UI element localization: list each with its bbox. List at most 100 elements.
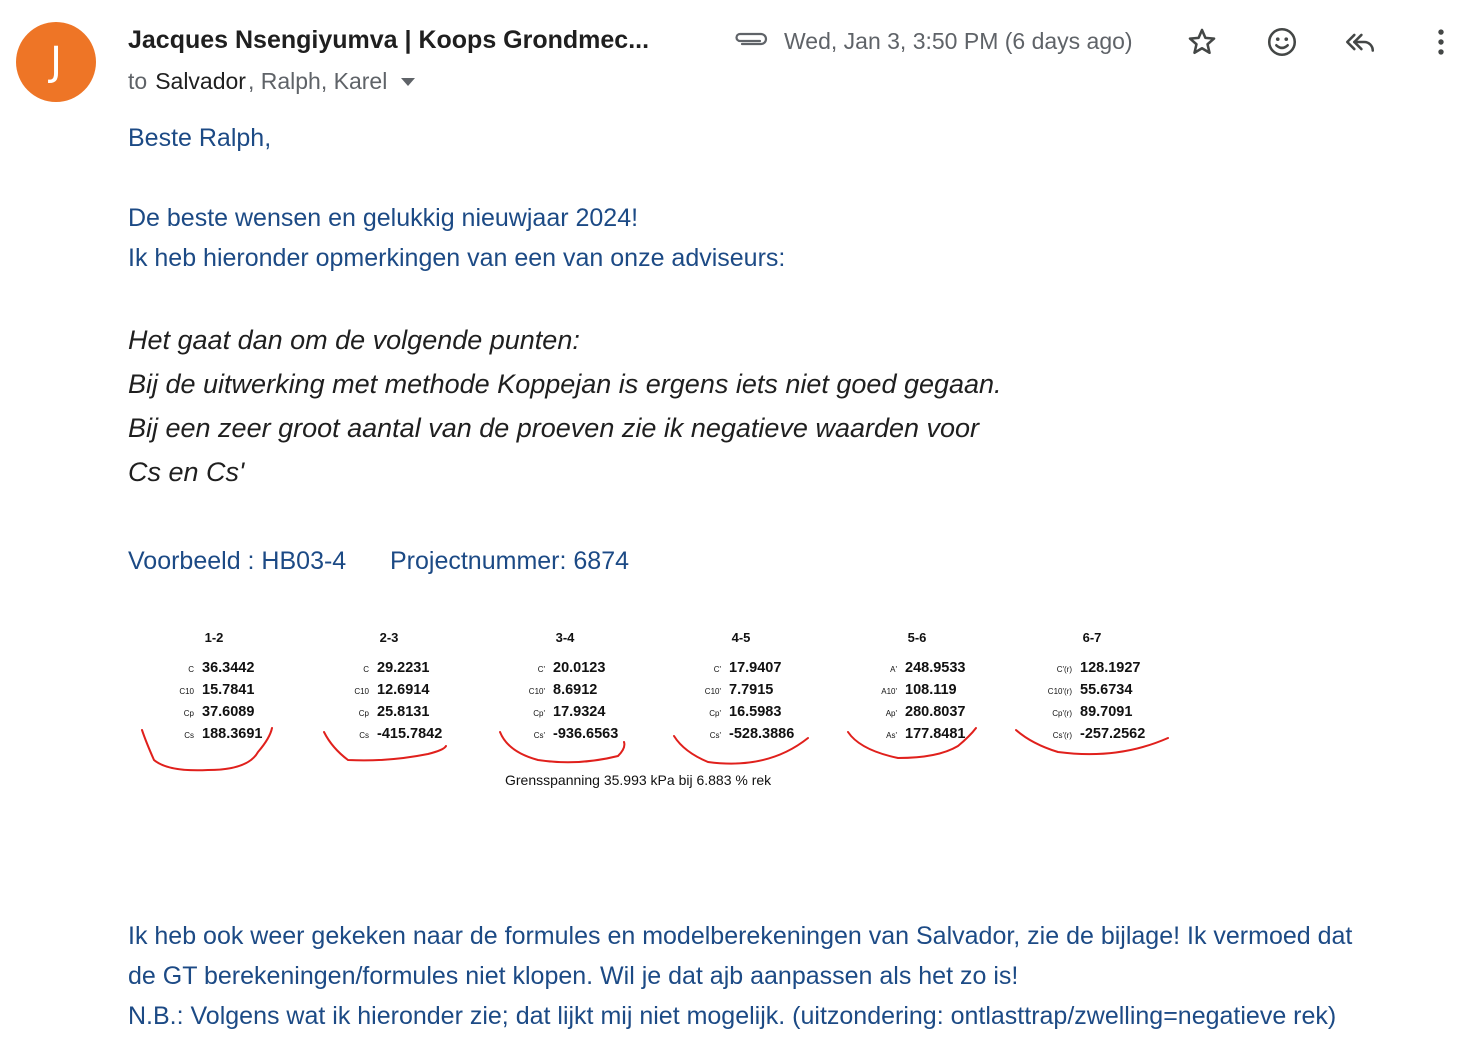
body-line-2: Ik heb hieronder opmerkingen van een van… — [128, 244, 786, 272]
results-row: C10 15.7841 — [144, 682, 284, 702]
results-row-label: C10 — [179, 687, 194, 696]
results-row-value: 37.6089 — [202, 704, 255, 720]
results-row: Cs'(r) -257.2562 — [1022, 726, 1162, 746]
results-row: Cp'(r) 89.7091 — [1022, 704, 1162, 724]
star-button[interactable] — [1182, 22, 1222, 62]
results-row-value: 15.7841 — [202, 682, 255, 698]
red-annotation-marks — [141, 727, 1169, 772]
results-row-label: Cs — [359, 731, 369, 740]
project-label: Projectnummer: 6874 — [390, 547, 630, 575]
results-row-value: -936.6563 — [553, 726, 619, 742]
results-row-label: Cp'(r) — [1052, 709, 1072, 718]
results-row: A' 248.9533 — [847, 660, 987, 680]
results-row-value: 20.0123 — [553, 660, 606, 676]
results-row-label: C — [188, 665, 194, 674]
results-row-value: 188.3691 — [202, 726, 263, 742]
results-row-label: Cs'(r) — [1052, 731, 1072, 740]
results-row-value: 17.9407 — [729, 660, 782, 676]
results-column-header: 2-3 — [379, 630, 399, 645]
results-row: C10'(r) 55.6734 — [1022, 682, 1162, 702]
results-row-value: 29.2231 — [377, 660, 430, 676]
results-row-label: Cp' — [709, 709, 721, 718]
results-row-label: C'(r) — [1056, 665, 1072, 674]
results-row: Cs' -528.3886 — [671, 726, 811, 746]
results-row-label: C10 — [354, 687, 369, 696]
results-row-label: A10' — [881, 687, 897, 696]
results-row-value: 89.7091 — [1080, 704, 1133, 720]
results-row: C10 12.6914 — [319, 682, 459, 702]
results-row: Cp' 16.5983 — [671, 704, 811, 724]
embedded-results-image: Grensspanning 35.993 kPa bij 6.883 % rek… — [128, 620, 1188, 800]
results-row-label: Cs — [184, 731, 194, 740]
results-row-label: C — [363, 665, 369, 674]
results-column-header: 3-4 — [555, 630, 575, 645]
results-row-value: 55.6734 — [1080, 682, 1133, 698]
results-column-header: 4-5 — [731, 630, 751, 645]
results-row-label: C10' — [528, 687, 545, 696]
results-row: Cs -415.7842 — [319, 726, 459, 746]
example-label: Voorbeeld : HB03-4 — [128, 547, 347, 575]
results-row-value: 128.1927 — [1080, 660, 1141, 676]
results-row-value: 16.5983 — [729, 704, 782, 720]
attachment-icon — [735, 32, 768, 46]
message-date: Wed, Jan 3, 3:50 PM (6 days ago) — [784, 28, 1133, 54]
reply-all-button[interactable] — [1340, 22, 1380, 62]
recipient-rest: , Ralph, Karel — [247, 68, 388, 94]
recipients-line[interactable]: to Salvador , Ralph, Karel — [128, 68, 416, 95]
results-row-value: -528.3886 — [729, 726, 795, 742]
results-row: Cs' -936.6563 — [495, 726, 635, 746]
paragraph-line-1: Ik heb ook weer gekeken naar de formules… — [128, 922, 1353, 950]
results-row-label: Cs' — [709, 731, 721, 740]
results-row: Cp 37.6089 — [144, 704, 284, 724]
reply-all-icon — [1345, 33, 1375, 52]
greeting: Beste Ralph, — [128, 124, 272, 152]
results-row-value: 8.6912 — [553, 682, 598, 698]
results-row-label: Cs' — [533, 731, 545, 740]
results-row: A10' 108.119 — [847, 682, 987, 702]
results-row: C 29.2231 — [319, 660, 459, 680]
results-column-header: 5-6 — [907, 630, 927, 645]
results-row: Ap' 280.8037 — [847, 704, 987, 724]
paragraph-line-2: de GT berekeningen/formules niet klopen.… — [128, 962, 1019, 990]
quote-line-2: Bij de uitwerking met methode Koppejan i… — [128, 369, 1002, 399]
star-icon — [1188, 28, 1216, 55]
results-row: As' 177.8481 — [847, 726, 987, 746]
results-row-label: C' — [713, 665, 721, 674]
sender-name[interactable]: Jacques Nsengiyumva | Koops Grondmec... — [128, 26, 650, 54]
results-row-value: 7.7915 — [729, 682, 774, 698]
sender-avatar[interactable]: J — [16, 22, 96, 102]
results-row: C'(r) 128.1927 — [1022, 660, 1162, 680]
quote-line-3: Bij een zeer groot aantal van de proeven… — [128, 413, 980, 443]
results-row: Cs 188.3691 — [144, 726, 284, 746]
results-row-label: C10'(r) — [1047, 687, 1072, 696]
results-row-label: Cp — [358, 709, 369, 718]
results-row-label: Cp' — [533, 709, 545, 718]
results-row: C' 17.9407 — [671, 660, 811, 680]
body-line-1: De beste wensen en gelukkig nieuwjaar 20… — [128, 204, 639, 232]
results-row: Cp' 17.9324 — [495, 704, 635, 724]
more-vert-icon — [1438, 29, 1444, 55]
results-row: C' 20.0123 — [495, 660, 635, 680]
quote-line-1: Het gaat dan om de volgende punten: — [128, 325, 580, 355]
results-row-label: As' — [886, 731, 897, 740]
results-row-label: C' — [537, 665, 545, 674]
results-row-label: Ap' — [885, 709, 897, 718]
chevron-down-icon[interactable] — [401, 77, 416, 86]
paragraph-line-3: N.B.: Volgens wat ik hieronder zie; dat … — [128, 1002, 1337, 1030]
results-row-value: -257.2562 — [1080, 726, 1146, 742]
results-row-value: 177.8481 — [905, 726, 966, 742]
results-column-header: 6-7 — [1082, 630, 1102, 645]
results-row-label: Cp — [183, 709, 194, 718]
recipient-first: Salvador — [155, 68, 246, 94]
results-row-label: A' — [890, 665, 897, 674]
results-row-value: 280.8037 — [905, 704, 966, 720]
results-row: Cp 25.8131 — [319, 704, 459, 724]
results-row-value: 12.6914 — [377, 682, 430, 698]
results-row-value: -415.7842 — [377, 726, 443, 742]
more-options-button[interactable] — [1421, 22, 1461, 62]
emoji-reaction-button[interactable] — [1262, 22, 1302, 62]
results-row: C 36.3442 — [144, 660, 284, 680]
emoji-icon — [1267, 27, 1297, 57]
avatar-letter: J — [50, 39, 62, 85]
results-row-value: 108.119 — [905, 682, 957, 698]
